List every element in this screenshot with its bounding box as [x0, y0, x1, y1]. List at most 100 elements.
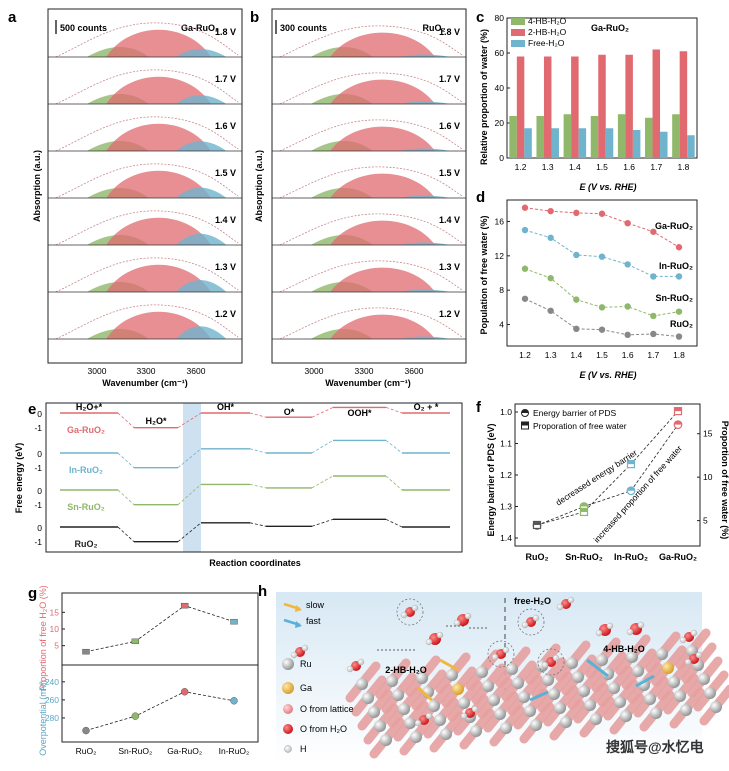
top-point	[230, 618, 238, 625]
free-water-halo	[487, 640, 515, 668]
ytick-label: 10	[50, 624, 60, 634]
legend-fast: fast	[306, 616, 321, 626]
water-hydrogen	[626, 628, 634, 636]
panel-b: b 300 counts RuO₂ 1.8 V1.7 V1.6 V1.5 V1.…	[250, 8, 467, 388]
data-point	[598, 326, 606, 333]
xtick-label: Sn-RuO₂	[118, 746, 152, 756]
ytick-label: 1.2	[500, 470, 512, 480]
panel-e: e 0 -1 Ga-RuO₂ 0 -1 In-RuO₂ 0 -1 Sn-RuO₂ 0 -1 RuO₂ H…	[14, 401, 463, 568]
slow-arrow-icon	[439, 658, 459, 672]
xtick-label: 1.5	[596, 350, 608, 360]
series-label: Sn-RuO₂	[656, 293, 694, 303]
ytick-label: 15	[703, 429, 713, 439]
bar-free	[578, 128, 587, 158]
ytick-label: -1	[34, 537, 42, 547]
panel-c-ylabel: Relative proportion of water (%)	[479, 29, 489, 165]
ru-atom	[506, 663, 518, 675]
ytick-label: 0	[499, 153, 504, 163]
bar-4hb	[590, 116, 599, 158]
water-hydrogen	[411, 604, 419, 612]
peak-free	[176, 233, 227, 245]
water-hydrogen	[453, 619, 461, 627]
fast-arrow-icon	[529, 690, 549, 702]
legend: slow fast Ru Ga O from lattice O from H₂…	[282, 600, 354, 754]
bar-2hb	[625, 54, 633, 158]
ru-atom	[458, 697, 470, 709]
legend-swatch	[511, 18, 525, 25]
panel-d-xlabel: E (V vs. RHE)	[579, 370, 636, 380]
xtick-3000: 3000	[88, 366, 107, 376]
top-point	[180, 602, 189, 609]
data-point	[624, 303, 631, 310]
ru-atom	[644, 693, 656, 705]
water-hydrogen	[400, 611, 408, 619]
water-hydrogen	[414, 719, 422, 727]
legend-h: H	[300, 744, 307, 754]
bar-free	[660, 131, 668, 158]
connector	[311, 518, 334, 527]
panel-c-xlabel: E (V vs. RHE)	[579, 182, 636, 192]
ru-atom	[392, 689, 404, 701]
ytick-label: 80	[495, 13, 505, 23]
water-hydrogen	[436, 631, 444, 639]
ytick-label: -1	[34, 463, 42, 473]
data-point	[573, 296, 580, 303]
water-hydrogen	[695, 651, 703, 659]
connector	[117, 452, 135, 468]
connector	[249, 412, 267, 418]
water-point-fill	[674, 407, 682, 412]
state-label: H₂O*	[145, 416, 166, 426]
data-point	[573, 209, 580, 217]
water-hydrogen	[606, 622, 614, 630]
panel-a: a 500 counts Ga-RuO₂ 1.8 V 1.7 V 1.6 V 1.5 …	[8, 8, 243, 388]
label-2hb-h2o: 2-HB-H₂O	[385, 665, 427, 675]
bar-2hb	[516, 56, 525, 158]
free-water-halo	[396, 598, 424, 626]
data-point	[624, 261, 631, 268]
legend-marker-fill	[521, 422, 529, 426]
ru-atom	[566, 657, 578, 669]
data-point	[521, 265, 529, 272]
state-label: O*	[284, 407, 295, 417]
data-point	[624, 219, 631, 227]
series-label: In-RuO₂	[69, 465, 103, 475]
ru-atom	[620, 710, 632, 722]
xtick-label: Sn-RuO₂	[565, 552, 603, 562]
water-oxygen-icon	[283, 724, 293, 734]
data-point	[573, 251, 580, 259]
connector	[177, 412, 202, 429]
panel-f: f 1.0 1.1 1.2 1.3 1.4 5 10 15 RuO₂ Sn-RuO₂ In-RuO₂…	[476, 399, 729, 562]
peak-free	[400, 195, 451, 198]
ytick-label: 12	[495, 251, 505, 261]
ytick-label: 0	[37, 523, 42, 533]
ru-atom	[488, 694, 500, 706]
xtick-3300: 3300	[355, 366, 374, 376]
panel-b-frame	[271, 8, 467, 364]
panel-g-ylabel-bottom: Overpotential (mV)	[38, 680, 48, 756]
xtick-label: In-RuO₂	[219, 746, 250, 756]
ru-atom	[398, 703, 410, 715]
ru-atom	[704, 687, 716, 699]
xtick-label: 1.4	[570, 350, 582, 360]
panel-e-frame	[45, 402, 463, 553]
ga-atom	[452, 683, 464, 695]
fit-envelope	[279, 72, 463, 105]
ytick-label: 8	[499, 285, 504, 295]
ru-atom	[374, 720, 386, 732]
fit-envelope	[279, 260, 463, 293]
panel-a-spectra: 1.8 V 1.7 V 1.6 V 1.5 V 1.4 V 1.3 V 1.2 V	[48, 22, 242, 340]
data-point	[650, 330, 657, 338]
ru-atom	[362, 692, 374, 704]
ru-atom	[428, 700, 440, 712]
connector	[117, 412, 135, 428]
ru-atom	[524, 705, 536, 717]
panel-f-ylabel-right: Proportion of free water (%)	[720, 421, 729, 540]
bar-4hb	[509, 116, 517, 158]
ytick-label: 16	[495, 216, 505, 226]
connector	[117, 526, 135, 542]
water-molecules	[290, 596, 703, 727]
peak-free	[176, 280, 227, 292]
xtick-label: 1.6	[623, 162, 635, 172]
potential-label: 1.5 V	[439, 168, 460, 178]
data-point	[547, 307, 554, 314]
